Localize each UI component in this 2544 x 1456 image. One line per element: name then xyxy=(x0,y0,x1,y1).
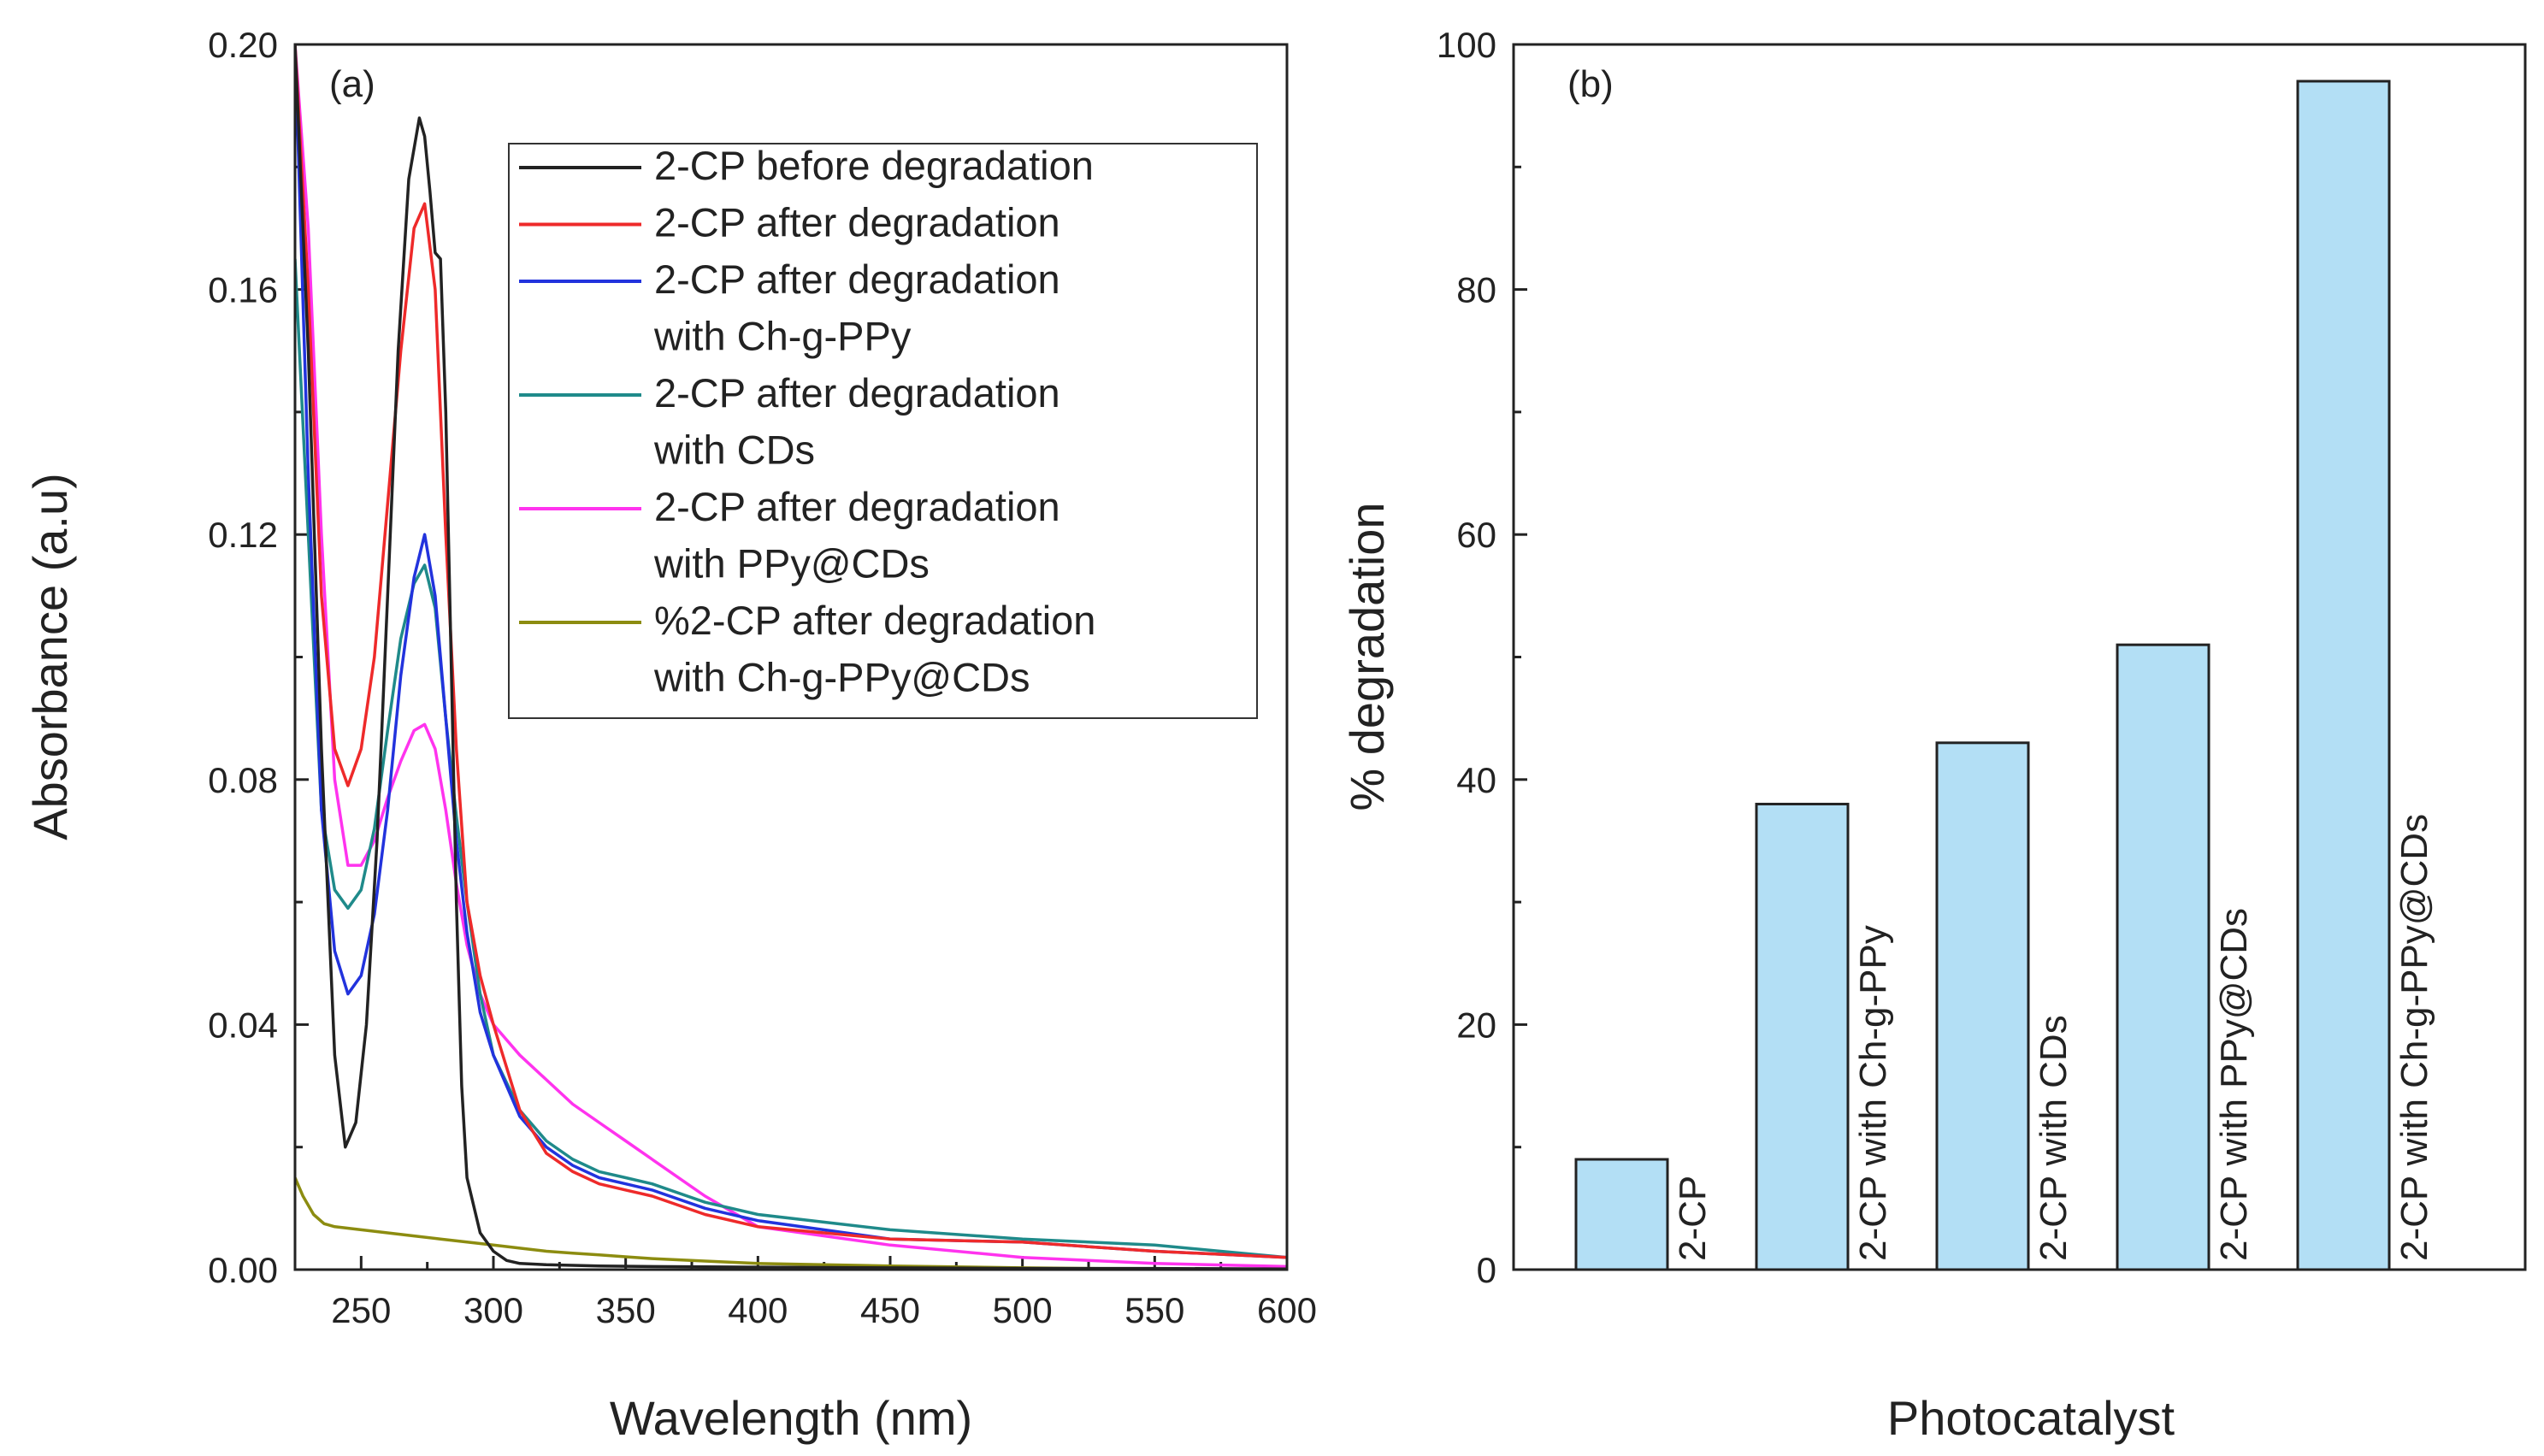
bar-4 xyxy=(2296,80,2391,1271)
y-tick-label-3: 0.12 xyxy=(208,515,278,555)
x-tick-label-500: 500 xyxy=(993,1290,1053,1330)
series-line-1 xyxy=(295,44,1287,1259)
y-tick-label-2: 0.08 xyxy=(208,760,278,800)
x-tick-label-400: 400 xyxy=(728,1290,788,1330)
panel-b-bar-chart: 0 20 40 60 80 100 2-CP 2-CP with Ch-g-PPy 2-CP … xyxy=(1340,25,2527,1445)
bar-label-0: 2-CP xyxy=(1672,1176,1714,1261)
b-y-tick-label-40: 40 xyxy=(1456,760,1496,800)
bar-3 xyxy=(2116,643,2211,1271)
panel-a-curves xyxy=(295,44,1287,1270)
b-y-tick-label-20: 20 xyxy=(1456,1005,1496,1045)
x-tick-label-250: 250 xyxy=(331,1290,391,1330)
legend-label-2-1: with Ch-g-PPy xyxy=(653,314,912,359)
panel-a-y-axis-title: Absorbance (a.u) xyxy=(23,473,77,840)
x-tick-label-300: 300 xyxy=(463,1290,523,1330)
legend-label-4-0: 2-CP after degradation xyxy=(654,484,1060,529)
panel-b-ticks: 0 20 40 60 80 100 xyxy=(1437,25,1527,1290)
series-line-2 xyxy=(295,44,1287,1259)
legend-label-5-0: %2-CP after degradation xyxy=(654,598,1095,643)
legend-label-3-0: 2-CP after degradation xyxy=(654,370,1060,416)
x-tick-label-600: 600 xyxy=(1257,1290,1317,1330)
bar-label-2: 2-CP with CDs xyxy=(2033,1015,2075,1261)
panel-a-label: (a) xyxy=(329,63,375,105)
x-tick-label-450: 450 xyxy=(860,1290,920,1330)
series-line-5 xyxy=(295,1176,1287,1270)
b-y-tick-label-0: 0 xyxy=(1477,1250,1496,1290)
panel-b-x-axis-title: Photocatalyst xyxy=(1887,1391,2175,1445)
legend-label-3-1: with CDs xyxy=(653,427,815,473)
legend-label-2-0: 2-CP after degradation xyxy=(654,256,1060,302)
panel-a-frame xyxy=(293,43,1289,1271)
bar-0 xyxy=(1574,1158,1669,1271)
panel-a-x-axis-title: Wavelength (nm) xyxy=(610,1391,972,1445)
bar-1 xyxy=(1755,802,1850,1271)
x-tick-label-350: 350 xyxy=(596,1290,656,1330)
legend-label-1-0: 2-CP after degradation xyxy=(654,200,1060,245)
panel-a-ticks: 250 300 350 400 450 500 550 600 0.00 0.04 0.08 0.12… xyxy=(208,25,1317,1330)
bar-label-4: 2-CP with Ch-g-PPy@CDs xyxy=(2393,814,2435,1261)
bar-label-3: 2-CP with PPy@CDs xyxy=(2213,908,2255,1261)
bar-label-1: 2-CP with Ch-g-PPy xyxy=(1852,925,1894,1261)
y-tick-label-4: 0.16 xyxy=(208,270,278,310)
panel-b-label: (b) xyxy=(1567,63,1614,105)
panel-a-line-chart: 250 300 350 400 450 500 550 600 0.00 0.04 0.08 0.12… xyxy=(23,25,1317,1445)
panel-b-y-axis-title: % degradation xyxy=(1340,502,1394,811)
y-tick-label-0: 0.00 xyxy=(208,1250,278,1290)
legend-label-4-1: with PPy@CDs xyxy=(653,541,930,587)
b-y-tick-label-100: 100 xyxy=(1437,25,1496,65)
b-y-tick-label-80: 80 xyxy=(1456,270,1496,310)
panel-a-legend: 2-CP before degradation 2-CP after degrad… xyxy=(508,143,1258,719)
y-tick-label-5: 0.20 xyxy=(208,25,278,65)
panel-b-bars: 2-CP 2-CP with Ch-g-PPy 2-CP with CDs 2-CP … xyxy=(1574,80,2435,1271)
x-tick-label-550: 550 xyxy=(1124,1290,1184,1330)
bar-2 xyxy=(1935,741,2030,1271)
series-line-0 xyxy=(295,44,1287,1270)
b-y-tick-label-60: 60 xyxy=(1456,515,1496,555)
panel-b-frame xyxy=(1512,43,2527,1271)
legend-label-0-0: 2-CP before degradation xyxy=(654,143,1094,188)
y-tick-label-1: 0.04 xyxy=(208,1005,278,1045)
legend-label-5-1: with Ch-g-PPy@CDs xyxy=(653,655,1030,700)
